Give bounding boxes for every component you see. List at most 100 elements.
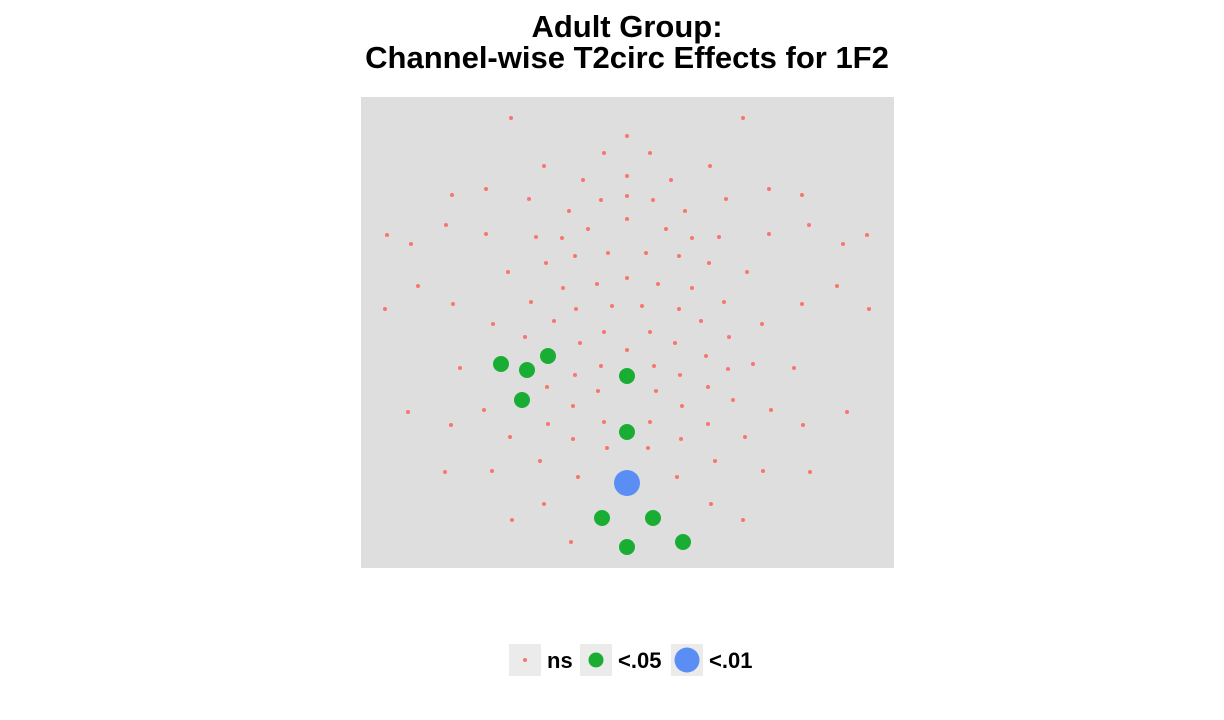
channel-point-ns xyxy=(571,437,575,441)
legend-marker-ns xyxy=(523,658,527,662)
channel-point-ns xyxy=(544,261,548,265)
channel-point-ns xyxy=(845,410,849,414)
channel-point-ns xyxy=(625,217,629,221)
legend-marker-p01 xyxy=(674,647,700,673)
channel-point-ns xyxy=(717,235,721,239)
channel-point-ns xyxy=(510,518,514,522)
channel-point-ns xyxy=(416,284,420,288)
channel-point-ns xyxy=(450,193,454,197)
channel-point-ns xyxy=(731,398,735,402)
channel-point-ns xyxy=(760,322,764,326)
channel-point-ns xyxy=(409,242,413,246)
channel-point-ns xyxy=(664,227,668,231)
channel-point-ns xyxy=(675,475,679,479)
channel-point-ns xyxy=(699,319,703,323)
channel-point-ns xyxy=(560,236,564,240)
channel-point-ns xyxy=(726,367,730,371)
legend-label-ns: ns xyxy=(547,648,573,673)
series-p05 xyxy=(493,348,691,555)
channel-point-ns xyxy=(706,385,710,389)
channel-point-ns xyxy=(491,322,495,326)
channel-point-ns xyxy=(808,470,812,474)
channel-point-ns xyxy=(581,178,585,182)
channel-point-ns xyxy=(654,389,658,393)
channel-point-ns xyxy=(385,233,389,237)
channel-point-ns xyxy=(644,251,648,255)
channel-point-ns xyxy=(678,373,682,377)
channel-point-ns xyxy=(527,197,531,201)
channel-point-p05 xyxy=(540,348,556,364)
channel-point-ns xyxy=(573,373,577,377)
legend-label-p05: <.05 xyxy=(618,648,661,673)
channel-point-ns xyxy=(534,235,538,239)
channel-point-p05 xyxy=(675,534,691,550)
channel-point-ns xyxy=(767,187,771,191)
channel-point-ns xyxy=(586,227,590,231)
channel-point-ns xyxy=(383,307,387,311)
channel-point-ns xyxy=(807,223,811,227)
channel-point-ns xyxy=(648,151,652,155)
channel-point-ns xyxy=(484,232,488,236)
channel-point-ns xyxy=(595,282,599,286)
channel-point-ns xyxy=(602,420,606,424)
channel-point-ns xyxy=(683,209,687,213)
channel-point-ns xyxy=(706,422,710,426)
channel-point-p05 xyxy=(493,356,509,372)
channel-point-p05 xyxy=(519,362,535,378)
channel-point-ns xyxy=(625,194,629,198)
channel-point-ns xyxy=(509,116,513,120)
channel-point-ns xyxy=(680,404,684,408)
channel-point-ns xyxy=(709,502,713,506)
legend: ns <.05 <.01 xyxy=(509,644,752,676)
channel-point-p05 xyxy=(645,510,661,526)
channel-point-ns xyxy=(669,178,673,182)
series-p01 xyxy=(614,470,640,496)
channel-point-ns xyxy=(713,459,717,463)
chart-subtitle: Channel-wise T2circ Effects for 1F2 xyxy=(365,40,889,75)
channel-point-ns xyxy=(444,223,448,227)
channel-point-ns xyxy=(651,198,655,202)
channel-point-ns xyxy=(767,232,771,236)
channel-point-ns xyxy=(677,254,681,258)
channel-point-p05 xyxy=(619,539,635,555)
channel-point-ns xyxy=(523,335,527,339)
series-ns xyxy=(383,116,871,544)
channel-point-ns xyxy=(707,261,711,265)
channel-point-ns xyxy=(599,198,603,202)
channel-point-ns xyxy=(574,307,578,311)
channel-point-ns xyxy=(625,174,629,178)
channel-point-ns xyxy=(835,284,839,288)
channel-point-ns xyxy=(602,330,606,334)
legend-marker-p05 xyxy=(588,652,604,668)
channel-point-ns xyxy=(648,330,652,334)
channel-point-ns xyxy=(546,422,550,426)
channel-point-ns xyxy=(482,408,486,412)
channel-point-ns xyxy=(578,341,582,345)
channel-point-ns xyxy=(690,286,694,290)
channel-point-ns xyxy=(724,197,728,201)
channel-point-ns xyxy=(745,270,749,274)
channel-point-ns xyxy=(652,364,656,368)
channel-point-ns xyxy=(656,282,660,286)
channel-point-ns xyxy=(561,286,565,290)
channel-point-ns xyxy=(679,437,683,441)
channel-point-ns xyxy=(751,362,755,366)
channel-point-ns xyxy=(673,341,677,345)
channel-point-ns xyxy=(406,410,410,414)
channel-point-p01 xyxy=(614,470,640,496)
channel-point-ns xyxy=(761,469,765,473)
channel-point-ns xyxy=(704,354,708,358)
channel-point-ns xyxy=(865,233,869,237)
channel-point-ns xyxy=(625,134,629,138)
channel-point-ns xyxy=(792,366,796,370)
channel-point-ns xyxy=(571,404,575,408)
channel-point-ns xyxy=(599,364,603,368)
channel-point-ns xyxy=(545,385,549,389)
chart-title: Adult Group: xyxy=(531,9,723,44)
channel-point-ns xyxy=(542,164,546,168)
channel-point-ns xyxy=(605,446,609,450)
channel-point-ns xyxy=(443,470,447,474)
channel-point-ns xyxy=(449,423,453,427)
